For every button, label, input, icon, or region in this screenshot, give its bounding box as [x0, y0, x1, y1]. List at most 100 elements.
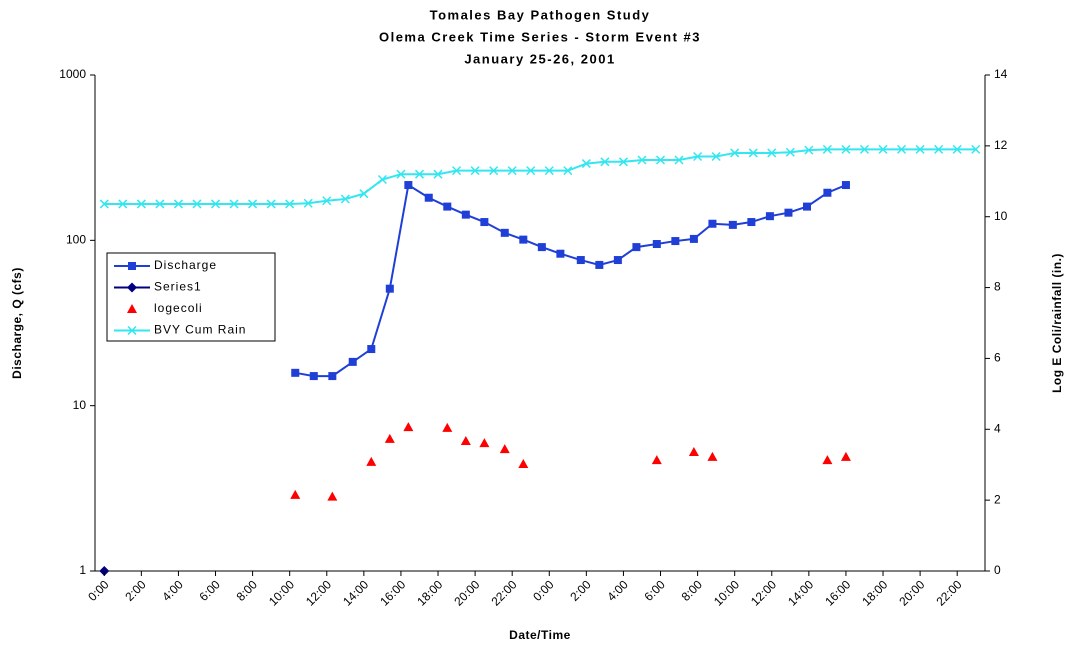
x-tick-label: 6:00: [196, 577, 223, 604]
marker: [322, 196, 332, 206]
series-line: [104, 148, 976, 205]
marker: [377, 174, 387, 185]
marker: [127, 325, 137, 336]
x-tick-label: 18:00: [414, 577, 445, 608]
x-tick-label: 22:00: [933, 577, 964, 608]
y2-tick-label: 4: [994, 421, 1001, 435]
marker: [765, 212, 774, 221]
marker: [655, 155, 666, 165]
marker: [127, 304, 137, 313]
y2-tick-label: 2: [994, 492, 1001, 506]
marker: [424, 193, 433, 202]
marker: [210, 199, 221, 209]
marker: [128, 262, 136, 270]
marker: [693, 151, 703, 162]
marker: [822, 144, 832, 154]
marker: [785, 147, 795, 157]
marker: [708, 219, 717, 228]
marker: [460, 435, 471, 445]
x-tick-label: 20:00: [896, 577, 927, 608]
x-tick-label: 2:00: [567, 577, 594, 604]
x-tick-label: 0:00: [85, 577, 112, 604]
marker: [367, 345, 376, 354]
y-tick-label: 10: [73, 398, 87, 412]
marker: [823, 188, 832, 197]
x-tick-label: 4:00: [604, 577, 631, 604]
marker: [897, 144, 907, 154]
marker: [470, 166, 480, 176]
legend-label: Series1: [154, 280, 202, 294]
marker: [127, 282, 137, 293]
marker: [803, 202, 811, 211]
marker: [556, 249, 565, 258]
marker: [479, 438, 490, 448]
marker: [309, 372, 318, 381]
marker: [618, 157, 628, 167]
marker: [637, 155, 647, 165]
marker: [443, 202, 452, 211]
marker: [173, 199, 183, 209]
marker: [915, 144, 925, 154]
marker: [652, 240, 661, 249]
marker: [366, 456, 377, 466]
y2-tick-label: 10: [994, 209, 1008, 223]
x-tick-label: 22:00: [488, 577, 519, 608]
marker: [404, 181, 413, 190]
marker: [576, 256, 585, 265]
marker: [348, 357, 357, 366]
marker: [859, 144, 870, 154]
y-tick-label: 1: [79, 563, 86, 577]
x-tick-label: 12:00: [303, 577, 334, 608]
marker: [248, 199, 258, 209]
marker: [526, 166, 536, 176]
chart-subtitle: Olema Creek Time Series - Storm Event #3: [379, 29, 701, 44]
marker: [396, 169, 406, 179]
marker: [671, 237, 680, 246]
chart-title: Tomales Bay Pathogen Study: [430, 7, 651, 22]
x-tick-label: 8:00: [679, 577, 706, 604]
legend-label: BVY Cum Rain: [154, 323, 246, 337]
marker: [290, 489, 301, 499]
x-axis-title: Date/Time: [509, 628, 571, 642]
marker: [689, 234, 698, 243]
marker: [519, 235, 528, 244]
marker: [291, 368, 300, 377]
marker: [952, 144, 962, 154]
y2-tick-label: 6: [994, 351, 1001, 365]
marker: [728, 220, 737, 229]
marker: [340, 194, 350, 204]
marker: [595, 260, 604, 269]
legend-label: Discharge: [154, 258, 217, 272]
marker: [688, 446, 699, 456]
x-tick-label: 16:00: [822, 577, 853, 608]
marker: [303, 198, 313, 208]
marker: [229, 199, 239, 209]
series-line: [295, 183, 847, 378]
marker: [99, 199, 109, 209]
marker: [674, 155, 684, 165]
marker: [747, 218, 756, 227]
marker: [507, 166, 517, 176]
marker: [537, 243, 546, 252]
marker: [266, 199, 276, 209]
marker: [707, 451, 718, 461]
marker: [136, 199, 146, 209]
y2-tick-label: 0: [994, 563, 1001, 577]
x-tick-label: 14:00: [340, 577, 371, 608]
marker: [784, 208, 793, 217]
marker: [934, 144, 944, 154]
legend: Discharge Series1 logecoli BVY Cum Rain: [114, 258, 246, 337]
marker: [489, 166, 499, 176]
x-tick-label: 20:00: [451, 577, 482, 608]
marker: [461, 210, 470, 219]
marker: [878, 144, 888, 154]
y2-axis-title: Log E Coli/rainfall (in.): [1050, 253, 1064, 393]
marker: [730, 148, 740, 158]
y-axis-title: Discharge, Q (cfs): [10, 267, 24, 379]
marker: [385, 284, 394, 293]
x-tick-label: 2:00: [122, 577, 149, 604]
y2-tick-label: 14: [994, 67, 1008, 81]
legend-label: logecoli: [154, 301, 203, 315]
marker: [544, 166, 554, 176]
